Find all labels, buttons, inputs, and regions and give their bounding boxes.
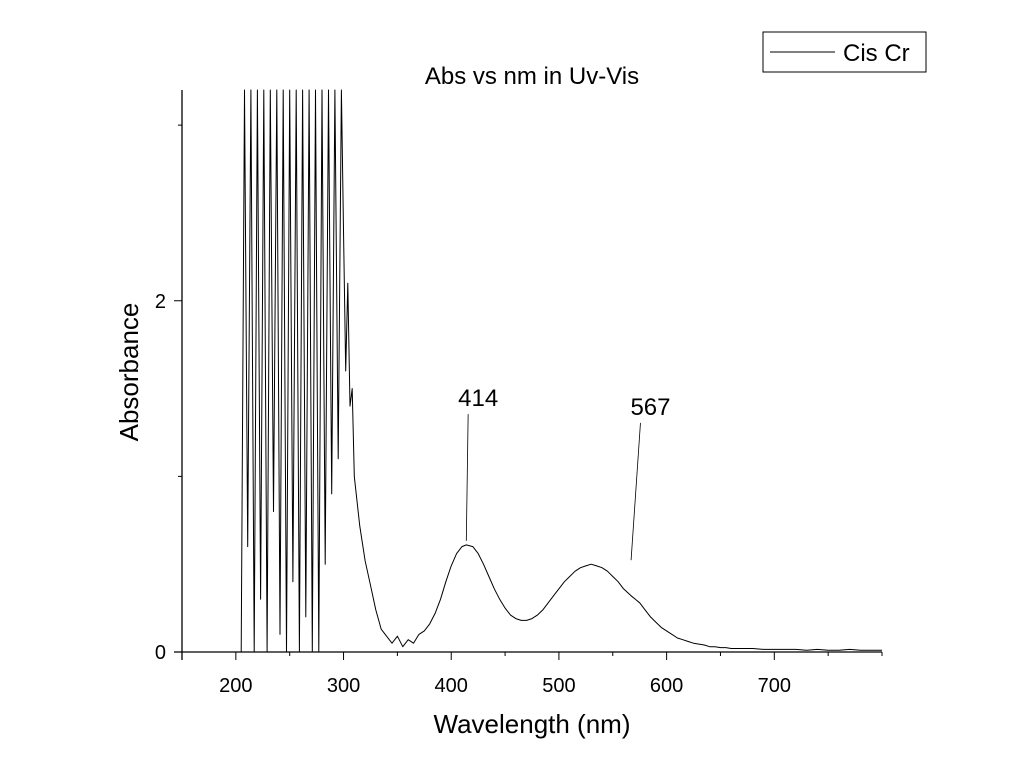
y-tick-label: 0 — [155, 642, 166, 664]
legend-label: Cis Cr — [843, 40, 910, 67]
x-tick-label: 400 — [435, 675, 468, 697]
x-tick-label: 700 — [758, 675, 791, 697]
annotation-label: 414 — [458, 385, 498, 412]
legend: Cis Cr — [762, 31, 927, 73]
annotation-leader — [630, 422, 641, 561]
chart-title: Abs vs nm in Uv-Vis — [425, 63, 639, 90]
annotation-label: 567 — [630, 394, 670, 421]
annotation-leader — [465, 414, 469, 541]
plot-area — [240, 89, 882, 653]
y-axis-label: Absorbance — [114, 303, 144, 442]
x-tick-label: 600 — [650, 675, 683, 697]
x-ticks: 200 300 400 500 600 700 — [181, 652, 883, 697]
x-axis-label: Wavelength (nm) — [434, 709, 631, 739]
x-tick-label: 200 — [219, 675, 252, 697]
x-tick-label: 300 — [327, 675, 360, 697]
y-tick-label: 2 — [155, 291, 166, 313]
x-tick-label: 500 — [542, 675, 575, 697]
annotations: 414 567 — [458, 385, 670, 561]
series-line-0 — [240, 89, 882, 653]
y-ticks: 02 — [155, 124, 182, 664]
